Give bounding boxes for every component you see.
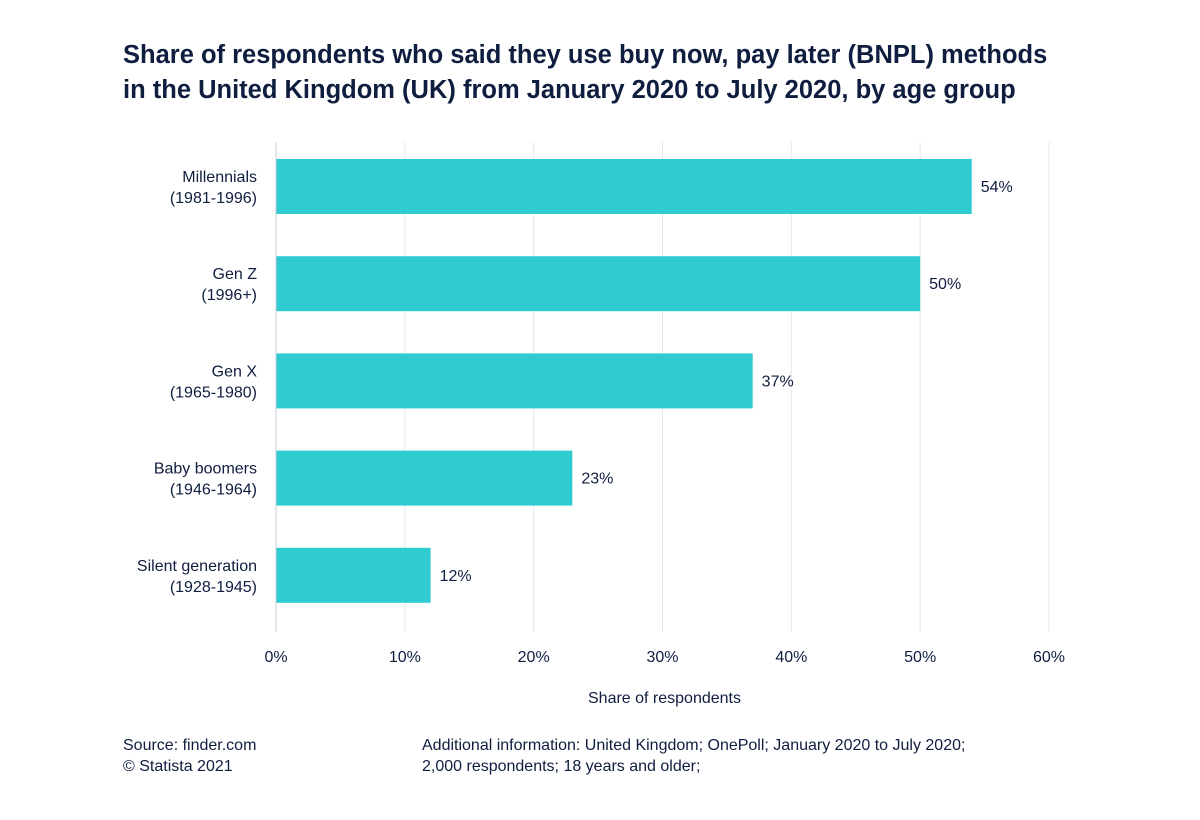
source-note: Source: finder.com © Statista 2021 bbox=[123, 735, 256, 777]
category-label: (1965-1980) bbox=[170, 384, 257, 401]
x-tick-label: 30% bbox=[646, 649, 678, 666]
chart-title-line-2: in the United Kingdom (UK) from January … bbox=[123, 76, 1016, 104]
x-tick-label: 60% bbox=[1033, 649, 1065, 666]
additional-info: Additional information: United Kingdom; … bbox=[422, 735, 965, 777]
x-tick-label: 50% bbox=[904, 649, 936, 666]
x-tick-label: 20% bbox=[518, 649, 550, 666]
x-tick-label: 40% bbox=[775, 649, 807, 666]
chart-title-line-1: Share of respondents who said they use b… bbox=[123, 41, 1048, 69]
category-label: Silent generation bbox=[137, 558, 257, 575]
value-label: 50% bbox=[929, 276, 961, 293]
bar[interactable] bbox=[276, 547, 431, 603]
bar[interactable] bbox=[276, 159, 972, 214]
bar[interactable] bbox=[276, 450, 573, 506]
x-tick-label: 10% bbox=[389, 649, 421, 666]
x-axis-title: Share of respondents bbox=[588, 690, 741, 707]
category-label: Millennials bbox=[182, 169, 257, 186]
category-label: (1981-1996) bbox=[170, 190, 257, 207]
category-label: (1928-1945) bbox=[170, 579, 257, 596]
category-label: Baby boomers bbox=[154, 461, 257, 478]
x-tick-label: 0% bbox=[264, 649, 287, 666]
bar[interactable] bbox=[276, 353, 753, 409]
category-label: Gen Z bbox=[213, 266, 258, 283]
category-label: (1996+) bbox=[201, 287, 257, 304]
bar[interactable] bbox=[276, 256, 921, 312]
category-label: (1946-1964) bbox=[170, 482, 257, 499]
additional-info-line-1: Additional information: United Kingdom; … bbox=[422, 737, 966, 754]
value-label: 23% bbox=[581, 471, 613, 488]
value-label: 37% bbox=[762, 373, 794, 390]
chart-title: Share of respondents who said they use b… bbox=[123, 38, 1123, 108]
value-label: 54% bbox=[981, 179, 1013, 196]
additional-info-line-2: 2,000 respondents; 18 years and older; bbox=[422, 758, 701, 775]
category-label: Gen X bbox=[212, 363, 258, 380]
copyright-line: © Statista 2021 bbox=[123, 758, 233, 775]
source-line[interactable]: Source: finder.com bbox=[123, 737, 257, 754]
value-label: 12% bbox=[440, 568, 472, 585]
